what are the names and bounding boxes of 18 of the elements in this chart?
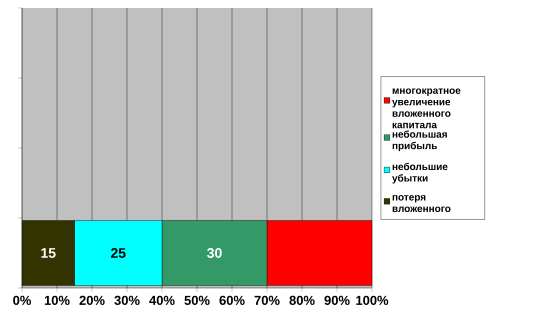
data-label: 25 <box>110 248 126 258</box>
x-tick-label: 80% <box>289 296 315 305</box>
x-tick-label: 20% <box>79 296 105 305</box>
legend-label: небольшие убытки <box>392 162 448 184</box>
data-label: 30 <box>207 248 222 258</box>
x-tick-label: 40% <box>149 296 175 305</box>
legend-label: многократное увеличение вложенного капитала <box>392 88 460 128</box>
x-tick-label: 30% <box>114 296 140 305</box>
x-tick-label: 10% <box>44 296 70 305</box>
x-tick-label: 100% <box>356 296 388 305</box>
x-tick-label: 60% <box>220 296 245 305</box>
legend-label: потеря вложенного <box>392 195 450 212</box>
x-tick-label: 0% <box>13 296 32 305</box>
x-tick-label: 70% <box>254 296 280 305</box>
legend-label: небольшая прибыль <box>392 130 447 152</box>
data-label: 15 <box>41 248 56 258</box>
x-tick-label: 50% <box>184 296 210 305</box>
x-tick-label: 90% <box>324 296 350 305</box>
